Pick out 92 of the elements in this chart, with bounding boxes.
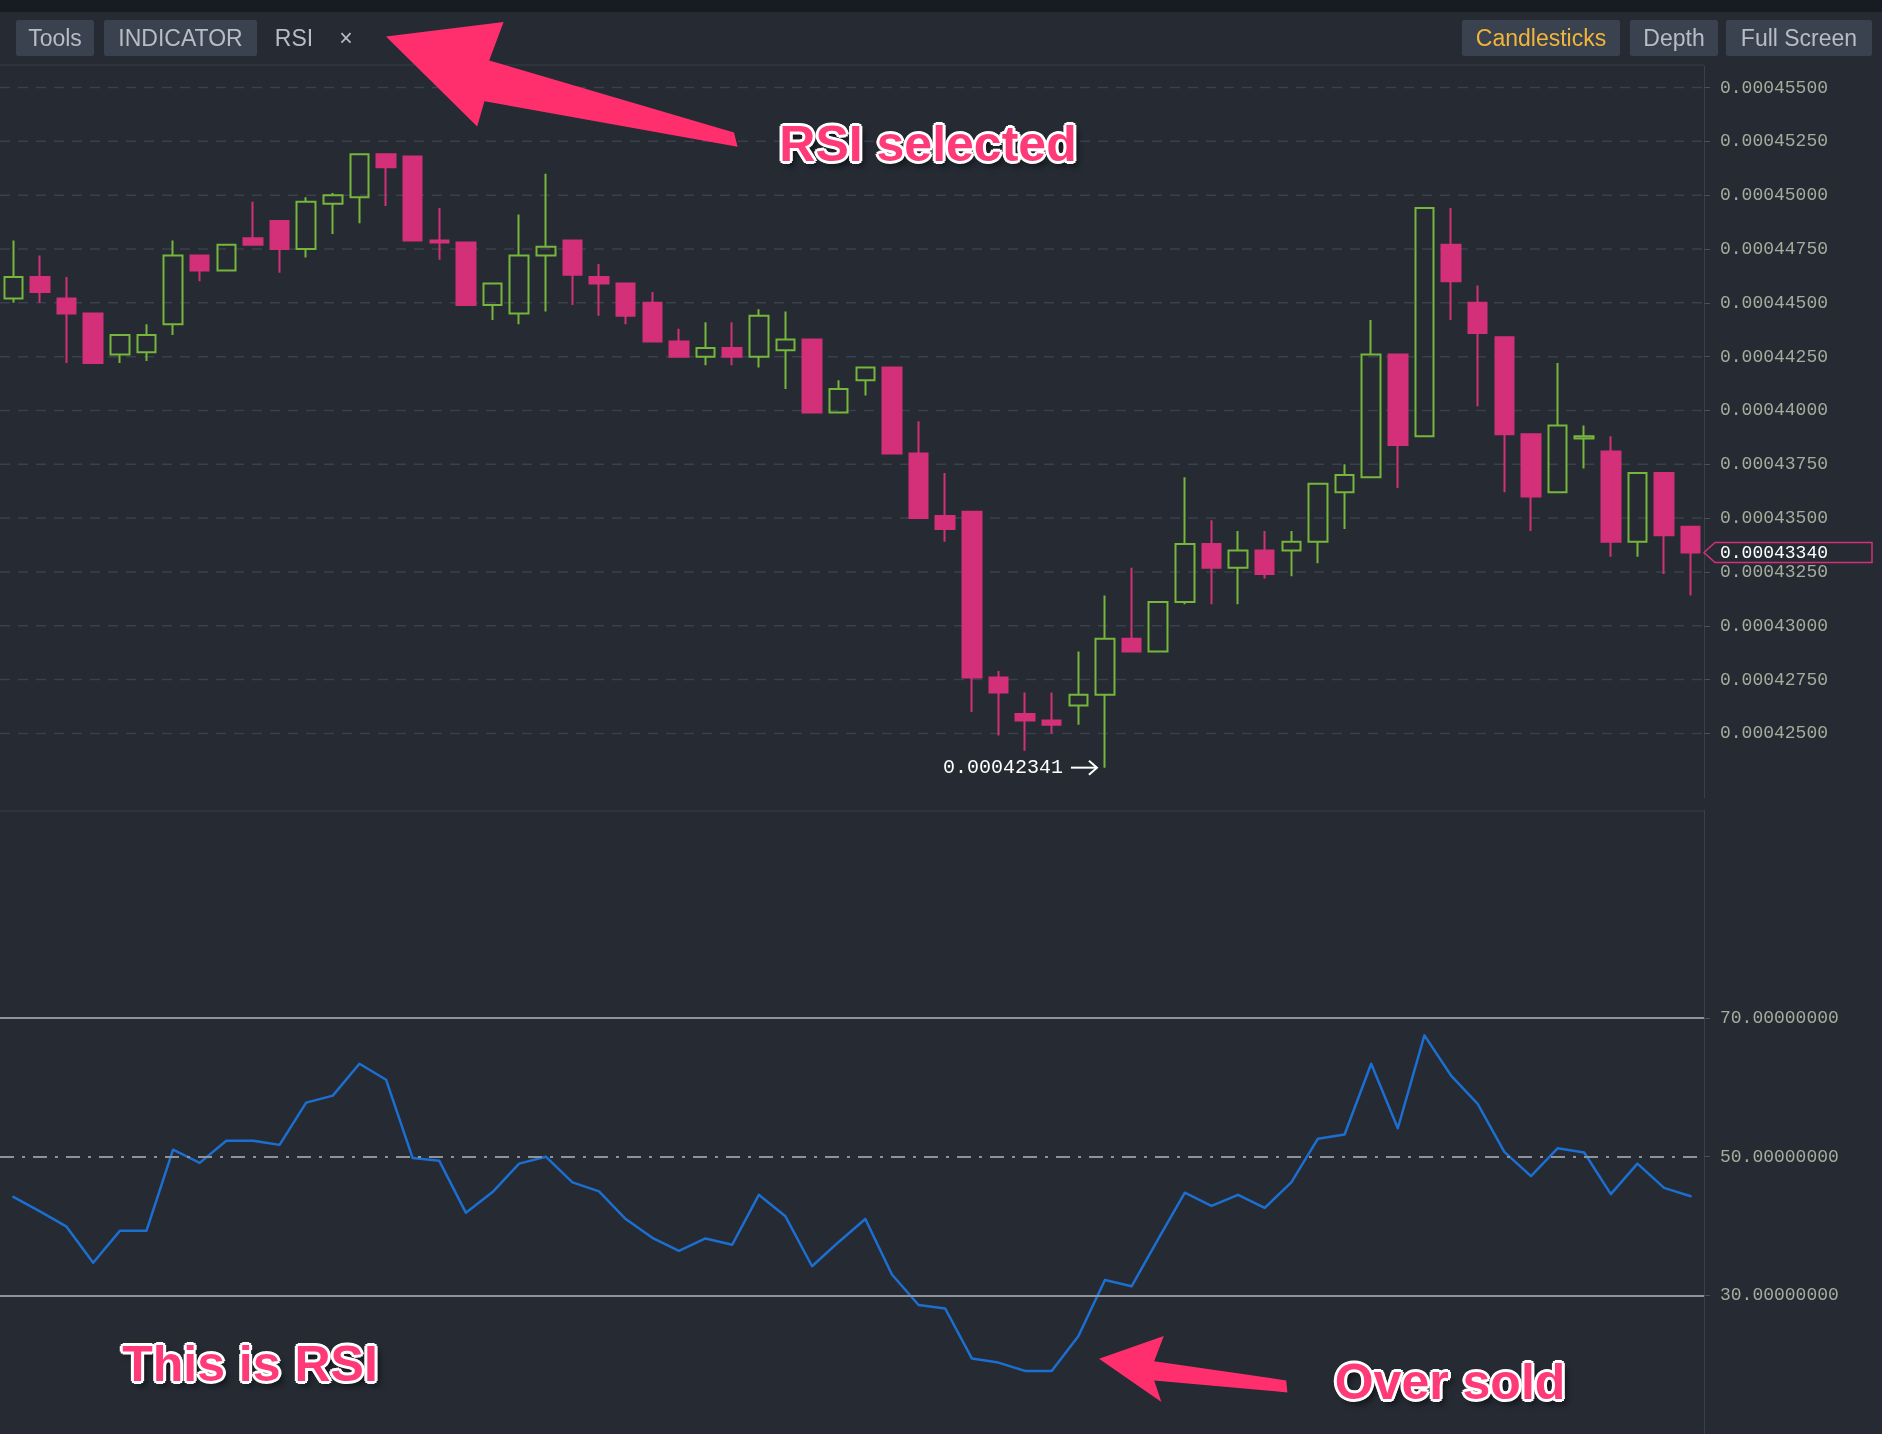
annotation: Over sold xyxy=(1334,1353,1566,1411)
candlestick xyxy=(1334,463,1355,530)
candlestick xyxy=(961,510,983,713)
candlestick xyxy=(1494,336,1515,494)
candlestick xyxy=(349,153,370,225)
candlestick xyxy=(588,263,610,317)
y-tick-label: 0.00045250 xyxy=(1720,131,1829,152)
candlestick xyxy=(82,312,104,365)
annotation: 0.00042341 xyxy=(942,756,1063,780)
candlestick xyxy=(322,192,344,235)
candlestick xyxy=(508,213,530,326)
candlestick xyxy=(1041,691,1062,735)
candlestick xyxy=(535,172,557,313)
candlestick xyxy=(562,239,583,306)
candlestick xyxy=(908,420,929,520)
y-tick-label: 0.00043250 xyxy=(1720,561,1829,582)
candlestick xyxy=(881,366,903,455)
candlestick xyxy=(1094,594,1116,769)
y-tick-label: 0.00045500 xyxy=(1720,77,1829,98)
text: Candlesticks xyxy=(1462,20,1620,56)
candlestick xyxy=(136,323,157,362)
candlestick xyxy=(1573,424,1595,470)
candlestick xyxy=(668,327,690,358)
candlestick xyxy=(1520,433,1542,533)
candlestick xyxy=(1147,601,1169,653)
candlestick xyxy=(1174,476,1196,606)
candlestick xyxy=(1440,207,1462,322)
y-tick-label: 0.00043000 xyxy=(1720,615,1829,636)
candlestick xyxy=(988,669,1009,737)
y-tick-label: 30.00000000 xyxy=(1720,1285,1839,1306)
candlestick xyxy=(775,310,796,390)
candlestick xyxy=(1467,284,1488,408)
text: Tools xyxy=(16,20,94,56)
text: RSI xyxy=(266,20,322,56)
candlestick xyxy=(1254,530,1275,580)
candlestick xyxy=(828,379,849,414)
text: Full Screen xyxy=(1726,20,1872,56)
candlestick xyxy=(29,254,51,304)
y-tick-label: 0.00043750 xyxy=(1720,454,1829,475)
candlestick xyxy=(1014,691,1036,752)
candlestick xyxy=(1121,566,1142,653)
candlestick xyxy=(216,243,237,272)
candlestick xyxy=(269,220,290,274)
candlestick xyxy=(748,308,770,369)
annotation: RSI selected xyxy=(779,115,1077,173)
candlestick xyxy=(1227,530,1249,606)
y-tick-label: 0.00042500 xyxy=(1720,723,1829,744)
candlestick xyxy=(189,254,210,283)
y-tick-label: 70.00000000 xyxy=(1720,1008,1839,1028)
candlestick xyxy=(934,471,956,543)
candlestick xyxy=(1547,362,1568,494)
y-tick-label: 50.00000000 xyxy=(1720,1146,1839,1167)
candlestick xyxy=(1600,435,1622,558)
candlestick xyxy=(642,291,663,343)
text: INDICATOR xyxy=(104,20,257,56)
candlestick xyxy=(695,321,716,367)
candlestick xyxy=(1627,471,1648,558)
candlestick xyxy=(162,239,184,337)
candlestick xyxy=(295,196,317,259)
candlestick xyxy=(1387,353,1409,489)
candlestick xyxy=(242,200,264,246)
candlestick xyxy=(1680,525,1701,597)
text: 0.00043340 xyxy=(1720,542,1829,563)
candlestick xyxy=(801,338,823,414)
candlestick xyxy=(615,282,636,326)
y-tick-label: 0.00044000 xyxy=(1720,400,1829,421)
candlestick xyxy=(3,239,24,304)
candlestick xyxy=(1281,530,1302,578)
y-tick-label: 0.00044250 xyxy=(1720,346,1829,367)
candlestick xyxy=(1360,319,1382,479)
candlestick xyxy=(855,366,876,397)
y-tick-label: 0.00044750 xyxy=(1720,239,1829,259)
text: Depth xyxy=(1630,20,1718,56)
candlestick xyxy=(455,241,477,306)
y-tick-label: 0.00043500 xyxy=(1720,508,1829,529)
candlestick xyxy=(429,207,450,261)
y-tick-label: 0.00042750 xyxy=(1720,669,1829,690)
candlestick xyxy=(1068,650,1089,726)
candlestick xyxy=(721,321,743,367)
candlestick xyxy=(1653,471,1675,576)
candlestick xyxy=(1414,207,1435,438)
text: × xyxy=(330,20,362,56)
candlestick xyxy=(375,153,397,207)
candlestick xyxy=(56,275,77,365)
candlestick xyxy=(482,282,503,322)
candlestick xyxy=(109,334,131,365)
y-tick-label: 0.00045000 xyxy=(1720,185,1829,206)
candlestick xyxy=(402,155,423,242)
candlestick xyxy=(1201,519,1222,606)
annotation: This is RSI xyxy=(122,1335,378,1393)
candlestick xyxy=(1307,482,1329,565)
y-tick-label: 0.00044500 xyxy=(1720,292,1829,313)
